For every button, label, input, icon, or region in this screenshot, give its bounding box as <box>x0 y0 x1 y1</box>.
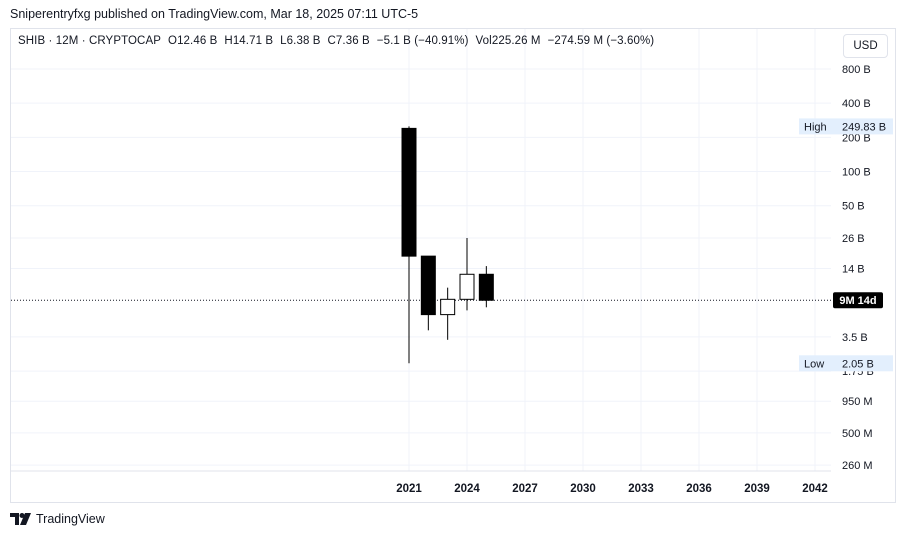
footer-brand: TradingView <box>36 512 105 526</box>
time-tick-label: 2024 <box>454 483 480 495</box>
high-marker-bg <box>799 118 893 135</box>
legend-low: 6.38 B <box>286 35 321 47</box>
high-marker-value: 249.83 B <box>842 121 886 133</box>
price-tick-label: 50 B <box>842 201 865 213</box>
price-tick-label: 26 B <box>842 233 865 245</box>
legend-symbol[interactable]: SHIB · 12M · CRYPTOCAP <box>18 35 162 47</box>
time-tick-label: 2021 <box>396 483 422 495</box>
legend-vol: 225.26 M <box>491 35 541 47</box>
candle-body[interactable] <box>401 127 417 257</box>
high-marker-label: High <box>804 121 827 133</box>
time-tick-label: 2027 <box>512 483 538 495</box>
candle-body[interactable] <box>420 255 436 316</box>
price-tick-label: 260 M <box>842 460 873 472</box>
price-tick-label: 950 M <box>842 396 873 408</box>
legend: SHIB · 12M · CRYPTOCAP O 12.46 B H 14.71 B… <box>18 35 654 47</box>
price-tick-label: 500 M <box>842 428 873 440</box>
price-tick-label: 3.5 B <box>842 332 868 344</box>
tradingview-logo[interactable]: TradingView <box>10 512 105 526</box>
legend-vol-change: −274.59 M (−3.60%) <box>547 35 655 47</box>
low-marker-bg <box>799 355 893 372</box>
legend-high: 14.71 B <box>232 35 274 47</box>
publisher-line: Sniperentryfxg published on TradingView.… <box>10 7 419 21</box>
price-tick-label: 800 B <box>842 64 871 76</box>
low-marker-label: Low <box>804 358 824 370</box>
time-tick-label: 2042 <box>802 483 828 495</box>
legend-low-label: L <box>280 35 287 47</box>
time-axis[interactable]: 2021 2024 2027 2030 2033 2036 2039 2042 <box>11 470 831 495</box>
legend-change: −5.1 B (−40.91%) <box>376 35 469 47</box>
legend-vol-label: Vol <box>475 35 492 47</box>
currency-button[interactable]: USD <box>843 34 888 58</box>
legend-open: 12.46 B <box>177 35 218 47</box>
grid <box>11 29 831 471</box>
candles[interactable] <box>401 126 494 364</box>
candle-body[interactable] <box>459 273 475 300</box>
price-tick-label: 100 B <box>842 167 871 179</box>
price-tick-label: 200 B <box>842 132 871 144</box>
countdown-badge: 9M 14d <box>839 295 876 307</box>
legend-close-label: C <box>327 35 336 47</box>
legend-open-label: O <box>168 35 178 47</box>
price-tick-label: 14 B <box>842 264 865 276</box>
candle-body[interactable] <box>440 298 456 316</box>
legend-close: 7.36 B <box>335 35 370 47</box>
time-tick-label: 2036 <box>686 483 712 495</box>
countdown-badge-bg <box>833 292 883 309</box>
low-marker-value: 2.05 B <box>842 358 874 370</box>
chart-frame[interactable]: 800 B 400 B 200 B 100 B 50 B 26 B 14 B 3.5 B 1.7… <box>10 28 896 503</box>
price-tick-label: 400 B <box>842 98 871 110</box>
legend-high-label: H <box>224 35 233 47</box>
tradingview-logo-icon <box>10 513 31 525</box>
time-tick-label: 2039 <box>744 483 770 495</box>
candle-body[interactable] <box>478 273 494 301</box>
time-tick-label: 2030 <box>570 483 596 495</box>
time-tick-label: 2033 <box>628 483 654 495</box>
price-markers: High 249.83 B Low 2.05 B 9M 14d <box>799 118 893 372</box>
